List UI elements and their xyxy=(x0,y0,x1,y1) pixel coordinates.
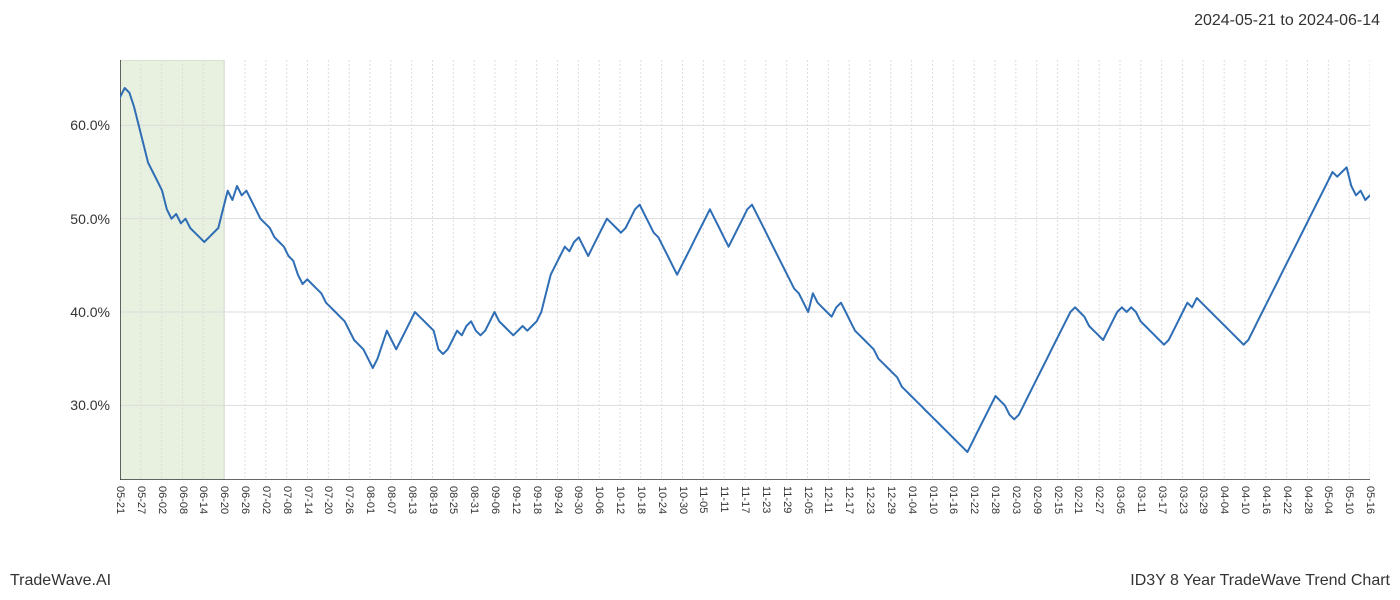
y-tick-label: 60.0% xyxy=(70,117,110,133)
x-tick-label: 11-17 xyxy=(739,486,751,513)
highlight-band xyxy=(120,60,224,480)
x-tick-label: 10-12 xyxy=(614,486,626,514)
x-tick-label: 09-06 xyxy=(489,486,501,514)
x-tick-label: 01-10 xyxy=(927,486,939,514)
x-tick-label: 06-02 xyxy=(156,486,168,514)
x-tick-label: 04-04 xyxy=(1218,486,1230,514)
x-tick-label: 10-30 xyxy=(677,486,689,514)
x-tick-label: 06-14 xyxy=(197,486,209,514)
x-tick-label: 03-29 xyxy=(1197,486,1209,514)
x-tick-label: 06-08 xyxy=(177,486,189,514)
x-tick-label: 07-20 xyxy=(322,486,334,514)
x-tick-label: 08-01 xyxy=(364,486,376,514)
x-tick-label: 05-21 xyxy=(114,486,126,514)
x-tick-label: 12-29 xyxy=(885,486,897,514)
x-tick-label: 08-13 xyxy=(406,486,418,514)
x-tick-label: 12-11 xyxy=(822,486,834,513)
x-tick-label: 04-16 xyxy=(1260,486,1272,514)
y-tick-label: 50.0% xyxy=(70,211,110,227)
x-tick-label: 05-16 xyxy=(1364,486,1376,514)
x-tick-label: 05-10 xyxy=(1343,486,1355,514)
x-tick-label: 06-20 xyxy=(218,486,230,514)
x-tick-label: 11-23 xyxy=(760,486,772,513)
x-tick-label: 02-27 xyxy=(1093,486,1105,514)
x-tick-label: 09-30 xyxy=(572,486,584,514)
x-tick-label: 11-11 xyxy=(718,486,730,513)
x-tick-label: 09-12 xyxy=(510,486,522,514)
x-tick-label: 02-09 xyxy=(1031,486,1043,514)
x-tick-label: 07-08 xyxy=(281,486,293,514)
x-tick-label: 03-23 xyxy=(1177,486,1189,514)
footer-title: ID3Y 8 Year TradeWave Trend Chart xyxy=(1130,572,1390,590)
date-range-label: 2024-05-21 to 2024-06-14 xyxy=(1194,12,1380,30)
x-tick-label: 01-28 xyxy=(989,486,1001,514)
x-tick-label: 09-24 xyxy=(552,486,564,514)
x-tick-label: 04-28 xyxy=(1302,486,1314,514)
chart-svg xyxy=(120,60,1370,480)
x-tick-label: 12-17 xyxy=(843,486,855,514)
x-tick-label: 08-07 xyxy=(385,486,397,514)
x-tick-label: 12-23 xyxy=(864,486,876,514)
x-tick-label: 10-18 xyxy=(635,486,647,514)
x-tick-label: 03-17 xyxy=(1156,486,1168,514)
x-tick-label: 04-10 xyxy=(1239,486,1251,514)
x-tick-label: 10-24 xyxy=(656,486,668,514)
footer-brand: TradeWave.AI xyxy=(10,572,111,590)
x-tick-label: 07-14 xyxy=(302,486,314,514)
x-tick-label: 03-11 xyxy=(1135,486,1147,513)
x-tick-label: 01-04 xyxy=(906,486,918,514)
x-tick-label: 05-27 xyxy=(135,486,147,514)
x-tick-label: 10-06 xyxy=(593,486,605,514)
x-tick-label: 05-04 xyxy=(1322,486,1334,514)
x-tick-label: 07-26 xyxy=(343,486,355,514)
x-tick-label: 07-02 xyxy=(260,486,272,514)
x-tick-label: 02-03 xyxy=(1010,486,1022,514)
x-tick-label: 03-05 xyxy=(1114,486,1126,514)
x-tick-label: 02-15 xyxy=(1052,486,1064,514)
x-tick-label: 01-16 xyxy=(947,486,959,514)
y-tick-label: 30.0% xyxy=(70,397,110,413)
x-tick-label: 11-29 xyxy=(781,486,793,513)
x-tick-label: 08-25 xyxy=(447,486,459,514)
x-tick-label: 02-21 xyxy=(1072,486,1084,514)
x-tick-label: 08-19 xyxy=(427,486,439,514)
x-tick-label: 01-22 xyxy=(968,486,980,514)
x-tick-label: 08-31 xyxy=(468,486,480,514)
x-tick-label: 12-05 xyxy=(802,486,814,514)
x-tick-label: 11-05 xyxy=(697,486,709,513)
y-tick-label: 40.0% xyxy=(70,304,110,320)
x-tick-label: 06-26 xyxy=(239,486,251,514)
x-tick-label: 04-22 xyxy=(1281,486,1293,514)
x-tick-label: 09-18 xyxy=(531,486,543,514)
trend-chart: 30.0%40.0%50.0%60.0% 05-2105-2706-0206-0… xyxy=(120,60,1370,480)
